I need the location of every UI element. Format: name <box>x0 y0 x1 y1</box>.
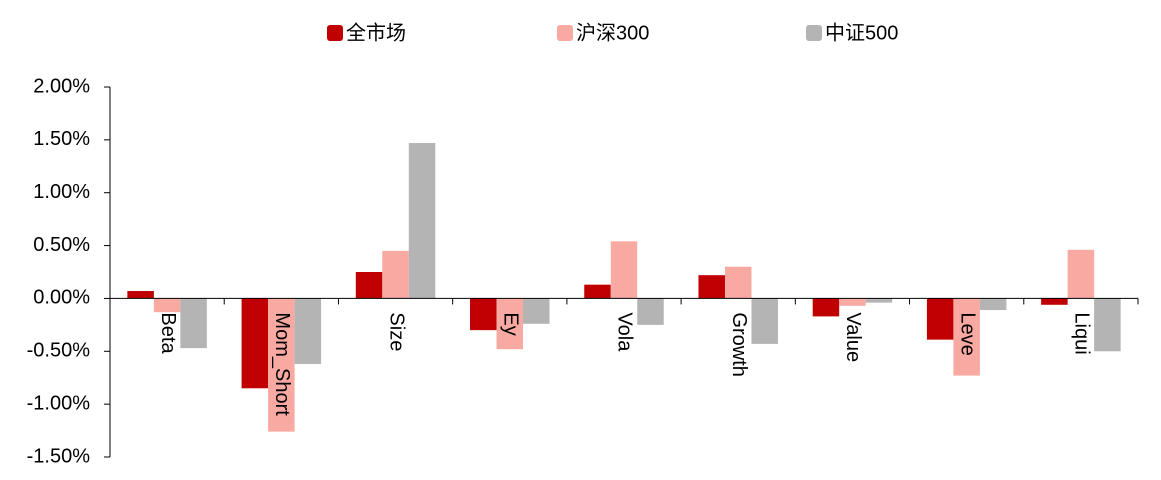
bar <box>610 241 638 299</box>
bar <box>470 298 497 331</box>
x-tick-label: Liqui <box>1071 312 1093 354</box>
bar <box>1094 298 1121 352</box>
bar <box>953 298 980 376</box>
y-tick-label: 0.50% <box>33 234 90 256</box>
bar <box>496 298 524 350</box>
bar <box>355 272 383 299</box>
bar <box>839 298 866 306</box>
legend-label: 沪深300 <box>576 21 649 44</box>
x-tick-label: Ey <box>499 312 521 335</box>
bar <box>180 298 207 349</box>
bar <box>979 298 1007 311</box>
y-tick-label: -1.50% <box>27 445 91 467</box>
bar <box>698 275 725 299</box>
bar <box>153 298 181 313</box>
bar <box>1067 249 1095 299</box>
bar <box>584 284 611 299</box>
bar <box>127 291 154 299</box>
bar <box>1041 298 1068 305</box>
legend-label: 全市场 <box>346 21 406 44</box>
bar <box>637 298 664 325</box>
bar <box>724 266 752 299</box>
y-tick-label: 0.00% <box>33 287 90 309</box>
legend-swatch <box>557 25 573 41</box>
y-tick-label: -1.00% <box>27 392 91 414</box>
y-tick-label: -0.50% <box>27 340 91 362</box>
x-tick-label: Beta <box>157 312 179 354</box>
y-tick-label: 1.00% <box>33 181 90 203</box>
y-tick-label: 1.50% <box>33 128 90 150</box>
x-tick-label: Mom_Short <box>271 312 293 416</box>
bar <box>294 298 322 364</box>
bar <box>382 250 409 299</box>
bar <box>408 143 436 299</box>
x-tick-label: Value <box>842 312 864 362</box>
bar <box>751 298 778 344</box>
legend-swatch <box>327 25 343 41</box>
x-tick-label: Vola <box>614 312 636 352</box>
bar <box>812 298 840 317</box>
legend-swatch <box>806 25 822 41</box>
bar <box>241 298 269 389</box>
bar <box>865 298 893 303</box>
x-tick-label: Growth <box>728 312 750 376</box>
bar <box>926 298 954 340</box>
bar <box>523 298 550 324</box>
x-tick-label: Leve <box>956 312 978 355</box>
bar <box>268 298 295 432</box>
y-tick-label: 2.00% <box>33 75 90 97</box>
legend-label: 中证500 <box>825 21 898 44</box>
x-tick-label: Size <box>385 312 407 351</box>
